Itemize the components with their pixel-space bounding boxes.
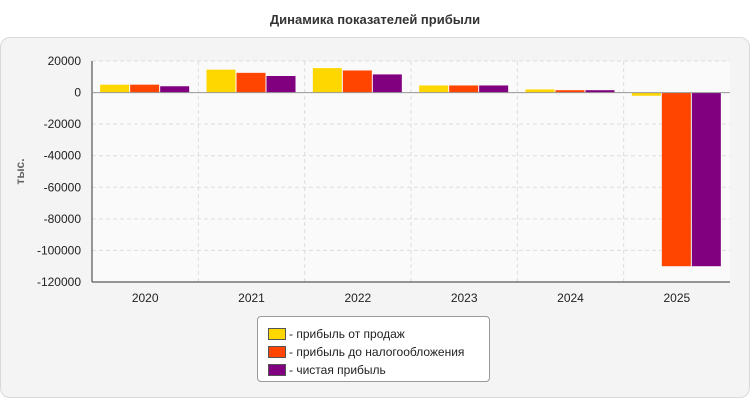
bar-sales-profit-2024 xyxy=(525,89,555,93)
y-tick-label: -80000 xyxy=(44,212,82,226)
x-tick-label: 2021 xyxy=(238,291,265,305)
y-tick-label: -20000 xyxy=(44,117,82,131)
legend-item-net-profit[interactable]: - чистая прибыль xyxy=(268,361,489,379)
y-axis-label: тыс. xyxy=(13,158,27,184)
legend-label-sales-profit: - прибыль от продаж xyxy=(289,327,405,341)
legend-swatch-net-profit xyxy=(268,364,286,376)
y-tick-label: -120000 xyxy=(37,275,81,289)
bar-sales-profit-2021 xyxy=(206,69,236,93)
bar-net-profit-2022 xyxy=(372,74,402,93)
x-tick-label: 2024 xyxy=(557,291,584,305)
legend-item-sales-profit[interactable]: - прибыль от продаж xyxy=(268,325,489,343)
legend-swatch-pretax-profit xyxy=(268,346,286,358)
bar-pretax-profit-2021 xyxy=(236,72,266,93)
legend-item-pretax-profit[interactable]: - прибыль до налогообложения xyxy=(268,343,489,361)
x-tick-label: 2022 xyxy=(344,291,371,305)
x-tick-label: 2025 xyxy=(663,291,690,305)
legend-label-net-profit: - чистая прибыль xyxy=(289,363,386,377)
chart-title: Динамика показателей прибыли xyxy=(269,12,481,27)
bar-pretax-profit-2024 xyxy=(555,90,585,93)
x-tick-label: 2023 xyxy=(451,291,478,305)
bar-pretax-profit-2023 xyxy=(449,85,479,93)
bar-pretax-profit-2025 xyxy=(661,92,691,267)
legend-swatch-sales-profit xyxy=(268,328,286,340)
y-tick-label: -40000 xyxy=(44,149,82,163)
bar-net-profit-2020 xyxy=(160,86,190,93)
legend: - прибыль от продаж - прибыль до налогоо… xyxy=(257,316,490,382)
y-tick-label: -60000 xyxy=(44,180,82,194)
bar-net-profit-2024 xyxy=(585,90,615,93)
bar-pretax-profit-2020 xyxy=(130,84,160,93)
y-tick-label: 20000 xyxy=(48,54,82,68)
bar-pretax-profit-2022 xyxy=(342,70,372,93)
bar-sales-profit-2022 xyxy=(312,68,342,93)
bar-sales-profit-2025 xyxy=(631,92,661,96)
bar-net-profit-2021 xyxy=(266,75,296,93)
bar-net-profit-2023 xyxy=(479,85,509,93)
y-tick-label: 0 xyxy=(74,86,81,100)
bar-sales-profit-2020 xyxy=(100,84,130,93)
x-tick-label: 2020 xyxy=(132,291,159,305)
bar-net-profit-2025 xyxy=(691,92,721,267)
legend-label-pretax-profit: - прибыль до налогообложения xyxy=(289,345,465,359)
bar-sales-profit-2023 xyxy=(419,85,449,93)
y-tick-label: -100000 xyxy=(37,243,81,257)
